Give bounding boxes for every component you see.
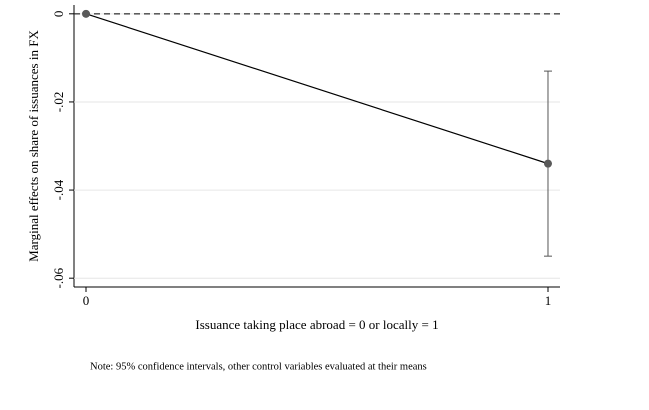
y-tick-label: -.04	[51, 179, 66, 200]
point	[82, 9, 91, 18]
x-tick-label: 0	[83, 293, 90, 308]
y-tick-label: 0	[51, 11, 66, 18]
note: Note: 95% confidence intervals, other co…	[90, 361, 427, 372]
y-tick-label: -.06	[51, 267, 66, 288]
line	[85, 13, 549, 165]
y-axis-title: Marginal effects on share of issuances i…	[26, 30, 41, 262]
point	[543, 159, 552, 168]
x-axis-title: Issuance taking place abroad = 0 or loca…	[195, 317, 438, 332]
x-tick-label: 1	[545, 293, 552, 308]
y-tick-label: -.02	[51, 92, 66, 113]
